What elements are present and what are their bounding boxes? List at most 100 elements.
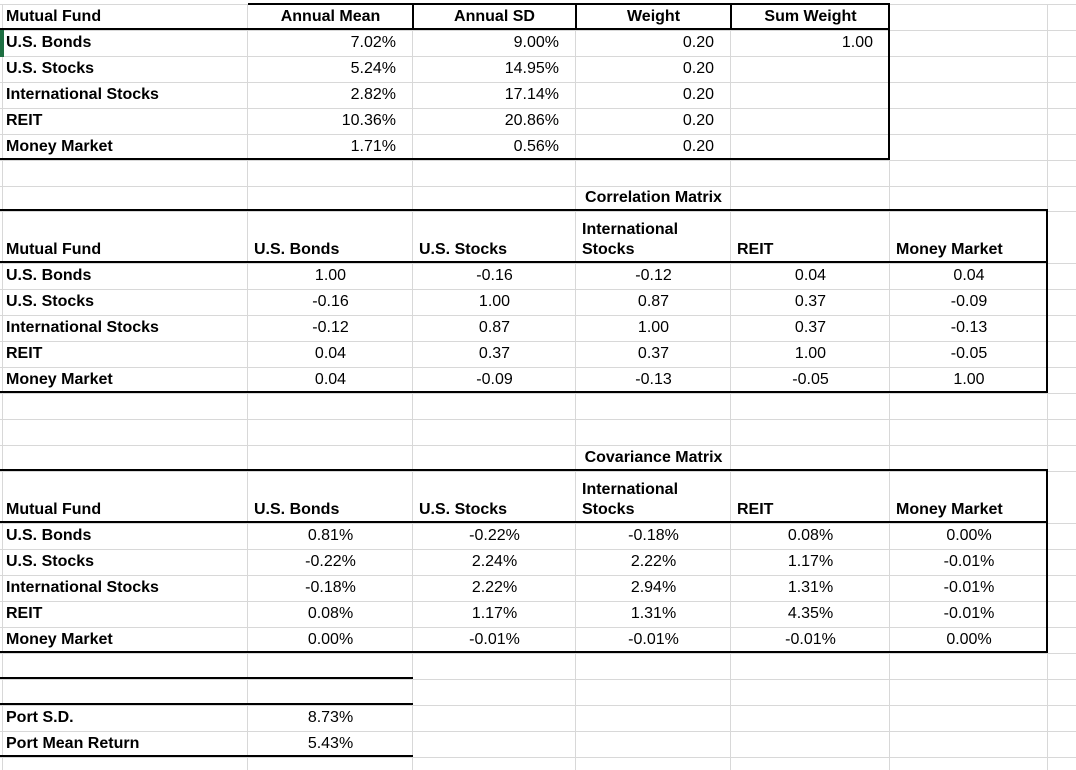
cell-fund-label[interactable]: Money Market xyxy=(6,371,113,388)
cell-sum-weight[interactable] xyxy=(731,108,890,134)
cell-annual-mean[interactable]: 1.71% xyxy=(350,138,396,155)
cell-value[interactable]: 1.00 xyxy=(637,319,670,336)
cell-value[interactable]: -0.09 xyxy=(476,371,513,388)
column-header-us-stocks[interactable]: U.S. Stocks xyxy=(419,241,508,258)
column-header-us-bonds[interactable]: U.S. Bonds xyxy=(254,241,340,258)
cell-value[interactable]: 0.81% xyxy=(307,527,354,544)
cell-value[interactable]: -0.01% xyxy=(628,631,679,648)
cell-annual-sd[interactable]: 14.95% xyxy=(504,60,559,77)
cell-annual-sd[interactable]: 9.00% xyxy=(513,34,559,51)
cell-value[interactable]: 1.00 xyxy=(794,345,827,362)
cell-value[interactable]: 2.22% xyxy=(630,553,677,570)
cell-value[interactable]: -0.13 xyxy=(635,371,672,388)
cell-fund-label[interactable]: Money Market xyxy=(6,631,113,648)
cell-value[interactable]: -0.12 xyxy=(635,267,672,284)
cell-value[interactable]: 1.00 xyxy=(953,371,985,388)
cell-annual-mean[interactable]: 10.36% xyxy=(341,112,396,129)
cell-annual-sd[interactable]: 0.56% xyxy=(513,138,559,155)
cell-value[interactable]: 2.24% xyxy=(471,553,518,570)
cell-sum-weight[interactable] xyxy=(731,82,890,108)
cell-value[interactable]: 0.04 xyxy=(314,371,347,388)
cell-value[interactable]: 1.00 xyxy=(478,293,511,310)
cell-weight[interactable]: 0.20 xyxy=(682,112,714,129)
cell-value[interactable]: 0.37 xyxy=(478,345,511,362)
cell-port-mean-label[interactable]: Port Mean Return xyxy=(6,735,140,752)
correlation-matrix-title[interactable]: Correlation Matrix xyxy=(585,189,722,206)
column-header-mutual-fund[interactable]: Mutual Fund xyxy=(6,241,102,258)
cell-annual-mean[interactable]: 5.24% xyxy=(350,60,396,77)
cell-value[interactable]: 1.31% xyxy=(787,579,834,596)
column-header-reit[interactable]: REIT xyxy=(737,241,774,258)
cell-value[interactable]: 2.22% xyxy=(471,579,518,596)
cell-annual-mean[interactable]: 7.02% xyxy=(350,34,396,51)
column-header-sum-weight[interactable]: Sum Weight xyxy=(764,8,857,25)
cell-value[interactable]: -0.01% xyxy=(943,553,995,570)
cell-weight[interactable]: 0.20 xyxy=(682,86,714,103)
cell-value[interactable]: 4.35% xyxy=(787,605,834,622)
column-header-reit[interactable]: REIT xyxy=(737,501,774,518)
cell-value[interactable]: 0.00% xyxy=(307,631,354,648)
cell-value[interactable]: -0.16 xyxy=(312,293,349,310)
cell-fund-label[interactable]: REIT xyxy=(6,345,43,362)
cell-value[interactable]: 1.00 xyxy=(314,267,347,284)
column-header-weight[interactable]: Weight xyxy=(626,8,681,25)
cell-value[interactable]: -0.05 xyxy=(950,345,988,362)
column-header-us-bonds[interactable]: U.S. Bonds xyxy=(254,501,340,518)
cell-fund-label[interactable]: REIT xyxy=(6,112,43,129)
cell-value[interactable]: -0.05 xyxy=(792,371,829,388)
cell-port-sd-label[interactable]: Port S.D. xyxy=(6,709,74,726)
cell-port-mean-value[interactable]: 5.43% xyxy=(307,735,354,752)
cell-fund-label[interactable]: U.S. Bonds xyxy=(6,267,92,284)
covariance-matrix-title[interactable]: Covariance Matrix xyxy=(584,449,723,466)
column-header-money-market[interactable]: Money Market xyxy=(896,241,1003,258)
cell-value[interactable]: -0.01% xyxy=(943,579,995,596)
cell-value[interactable]: 0.37 xyxy=(637,345,670,362)
cell-annual-sd[interactable]: 17.14% xyxy=(504,86,559,103)
cell-value[interactable]: -0.22% xyxy=(305,553,356,570)
cell-value[interactable]: 0.87 xyxy=(478,319,511,336)
cell-sum-weight[interactable] xyxy=(731,56,890,82)
cell-weight[interactable]: 0.20 xyxy=(682,60,714,77)
cell-value[interactable]: 0.04 xyxy=(794,267,827,284)
cell-value[interactable]: 1.17% xyxy=(787,553,834,570)
cell-value[interactable]: -0.18% xyxy=(305,579,356,596)
cell-sum-weight[interactable]: 1.00 xyxy=(841,34,873,51)
column-header-mutual-fund[interactable]: Mutual Fund xyxy=(6,501,102,518)
cell-annual-mean[interactable]: 2.82% xyxy=(350,86,396,103)
cell-annual-sd[interactable]: 20.86% xyxy=(504,112,559,129)
cell-value[interactable]: -0.01% xyxy=(785,631,836,648)
cell-value[interactable]: -0.01% xyxy=(943,605,995,622)
cell-fund-label[interactable]: International Stocks xyxy=(6,579,159,596)
cell-value[interactable]: 0.04 xyxy=(953,267,985,284)
cell-fund-label[interactable]: Money Market xyxy=(6,138,113,155)
cell-value[interactable]: -0.22% xyxy=(469,527,520,544)
cell-sum-weight[interactable] xyxy=(731,134,890,160)
cell-fund-label[interactable]: International Stocks xyxy=(6,319,159,336)
cell-value[interactable]: 1.31% xyxy=(630,605,677,622)
column-header-us-stocks[interactable]: U.S. Stocks xyxy=(419,501,508,518)
cell-fund-label[interactable]: U.S. Bonds xyxy=(6,34,92,51)
cell-value[interactable]: 0.08% xyxy=(787,527,834,544)
cell-value[interactable]: 1.17% xyxy=(471,605,518,622)
cell-fund-label[interactable]: U.S. Bonds xyxy=(6,527,92,544)
cell-fund-label[interactable]: U.S. Stocks xyxy=(6,293,95,310)
cell-value[interactable]: -0.01% xyxy=(469,631,520,648)
cell-fund-label[interactable]: U.S. Stocks xyxy=(6,553,95,570)
cell-value[interactable]: -0.09 xyxy=(950,293,988,310)
column-header-mutual-fund[interactable]: Mutual Fund xyxy=(6,8,102,25)
cell-value[interactable]: -0.16 xyxy=(476,267,513,284)
cell-value[interactable]: -0.13 xyxy=(950,319,988,336)
column-header-money-market[interactable]: Money Market xyxy=(896,501,1003,518)
cell-fund-label[interactable]: REIT xyxy=(6,605,43,622)
cell-value[interactable]: -0.12 xyxy=(312,319,349,336)
cell-value[interactable]: 0.37 xyxy=(794,293,827,310)
cell-weight[interactable]: 0.20 xyxy=(682,34,714,51)
column-header-annual-mean[interactable]: Annual Mean xyxy=(280,8,381,25)
cell-fund-label[interactable]: U.S. Stocks xyxy=(6,60,95,77)
column-header-intl-stocks[interactable]: International Stocks xyxy=(582,481,679,518)
column-header-intl-stocks[interactable]: International Stocks xyxy=(582,221,679,258)
cell-port-sd-value[interactable]: 8.73% xyxy=(307,709,354,726)
cell-value[interactable]: 2.94% xyxy=(630,579,677,596)
column-header-annual-sd[interactable]: Annual SD xyxy=(454,8,535,25)
cell-value[interactable]: 0.37 xyxy=(794,319,827,336)
